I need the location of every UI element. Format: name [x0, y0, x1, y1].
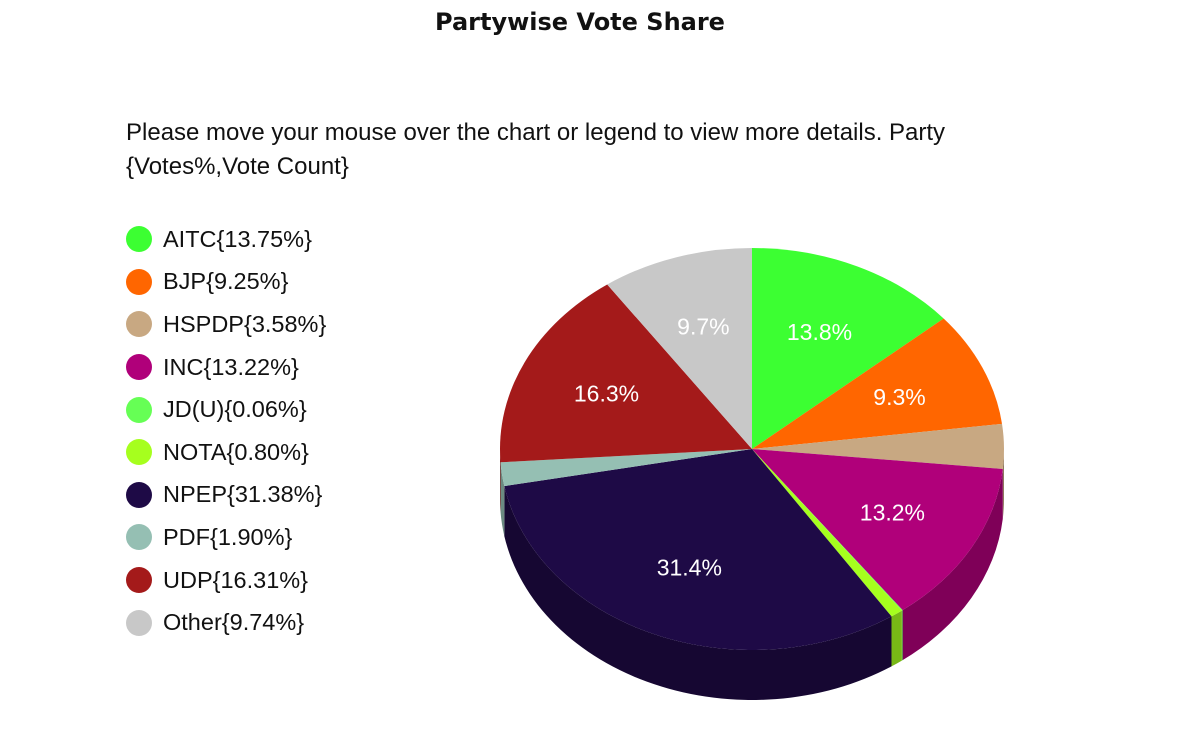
- legend-swatch: [126, 567, 152, 594]
- legend-label: NPEP{31.38%}: [163, 481, 323, 508]
- slice-jd-u[interactable]: [752, 449, 903, 611]
- slice-label-npep: 31.4%: [657, 555, 722, 581]
- legend-item-pdf[interactable]: PDF{1.90%}: [126, 516, 326, 559]
- legend-swatch: [126, 354, 152, 381]
- slice-pdf[interactable]: [500, 449, 752, 487]
- slice-label-other: 9.7%: [677, 313, 729, 339]
- slice-side-pdf[interactable]: [500, 462, 505, 537]
- legend-swatch: [126, 609, 152, 636]
- slice-other[interactable]: [607, 248, 752, 449]
- slice-side-udp[interactable]: [500, 449, 501, 513]
- legend-label: BJP{9.25%}: [163, 268, 289, 295]
- legend-label: INC{13.22%}: [163, 353, 299, 380]
- legend-swatch: [126, 268, 152, 295]
- legend-item-inc[interactable]: INC{13.22%}: [126, 346, 326, 389]
- slice-side-npep[interactable]: [504, 486, 892, 700]
- slice-label-bjp: 9.3%: [873, 384, 925, 410]
- slice-npep[interactable]: [504, 449, 892, 650]
- slice-label-udp: 16.3%: [574, 381, 639, 407]
- slice-hspdp[interactable]: [752, 423, 1005, 469]
- slice-label-aitc: 13.8%: [787, 319, 852, 345]
- slice-nota[interactable]: [752, 449, 902, 617]
- legend-label: HSPDP{3.58%}: [163, 310, 327, 337]
- slice-udp[interactable]: [500, 284, 752, 463]
- slice-bjp[interactable]: [752, 318, 1003, 449]
- slice-side-hspdp[interactable]: [1002, 449, 1004, 519]
- slice-side-nota[interactable]: [891, 610, 902, 667]
- legend-item-jd-u[interactable]: JD(U){0.06%}: [126, 388, 326, 431]
- legend-swatch: [126, 226, 152, 253]
- chart-instructions: Please move your mouse over the chart or…: [126, 119, 946, 180]
- legend-item-aitc[interactable]: AITC{13.75%}: [126, 218, 326, 261]
- slice-side-inc[interactable]: [902, 468, 1003, 661]
- slice-inc[interactable]: [752, 449, 1003, 611]
- legend-item-hspdp[interactable]: HSPDP{3.58%}: [126, 303, 326, 346]
- legend-swatch: [126, 396, 152, 423]
- chart-legend: AITC{13.75%} BJP{9.25%} HSPDP{3.58%} INC{13…: [126, 218, 326, 644]
- legend-item-bjp[interactable]: BJP{9.25%}: [126, 261, 326, 304]
- legend-swatch: [126, 311, 152, 338]
- legend-item-npep[interactable]: NPEP{31.38%}: [126, 474, 326, 517]
- legend-label: NOTA{0.80%}: [163, 438, 309, 465]
- legend-item-udp[interactable]: UDP{16.31%}: [126, 559, 326, 602]
- legend-item-other[interactable]: Other{9.74%}: [126, 601, 326, 644]
- legend-swatch: [126, 524, 152, 551]
- legend-label: AITC{13.75%}: [163, 225, 312, 252]
- legend-swatch: [126, 481, 152, 508]
- slice-label-inc: 13.2%: [860, 499, 925, 525]
- slice-aitc[interactable]: [752, 248, 944, 449]
- legend-label: JD(U){0.06%}: [163, 396, 307, 423]
- slice-side-jd-u[interactable]: [901, 610, 903, 661]
- chart-title: Partywise Vote Share: [435, 8, 725, 36]
- legend-label: PDF{1.90%}: [163, 523, 293, 550]
- legend-swatch: [126, 439, 152, 466]
- legend-label: Other{9.74%}: [163, 609, 305, 636]
- legend-label: UDP{16.31%}: [163, 566, 309, 593]
- legend-item-nota[interactable]: NOTA{0.80%}: [126, 431, 326, 474]
